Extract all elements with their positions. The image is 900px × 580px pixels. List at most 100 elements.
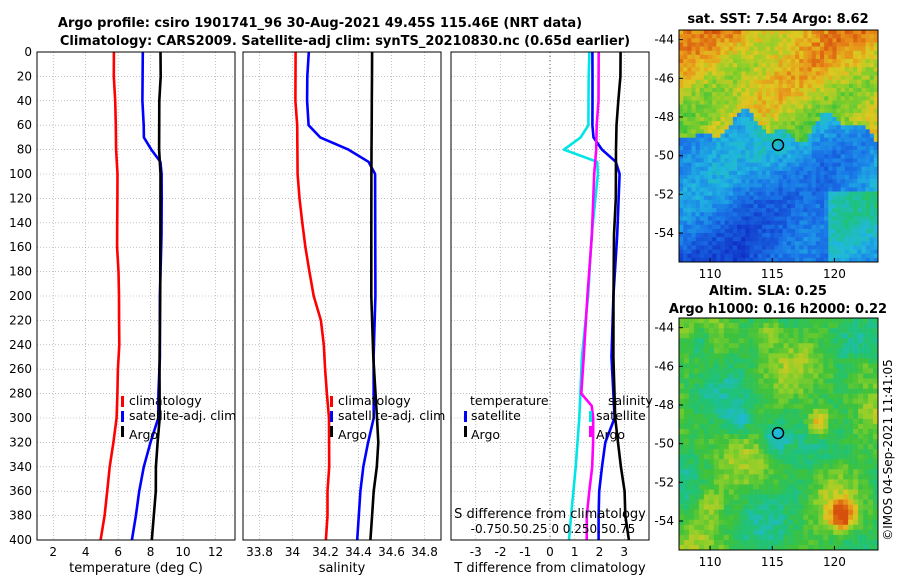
x-tick-label: 0 [546,545,554,559]
heatmap-cell [807,208,812,213]
heatmap-cell [728,195,734,201]
heatmap-cell [728,509,735,515]
heatmap-cell [766,54,771,60]
heatmap-cell [703,54,709,60]
heatmap-cell [693,398,700,405]
heatmap-cell [763,449,769,455]
heatmap-cell [749,224,754,230]
heatmap-cell [793,353,799,359]
heatmap-cell [741,117,746,122]
heatmap-cell [795,88,800,93]
heatmap-cell [679,368,685,374]
heatmap-cell [857,96,862,101]
heatmap-cell [843,489,849,495]
heatmap-cell [873,224,879,230]
heatmap-cell [799,50,804,56]
heatmap-cell [732,112,738,118]
heatmap-cell [793,373,799,379]
temperature-xlabel: temperature (deg C) [69,561,203,576]
heatmap-cell [833,318,839,324]
heatmap-cell [803,428,809,435]
heatmap-cell [819,83,825,89]
heatmap-cell [770,249,775,255]
heatmap-cell [698,449,705,455]
heatmap-cell [687,245,692,250]
heatmap-cell [716,46,721,52]
heatmap-cell [783,439,789,445]
heatmap-cell [753,50,759,56]
heatmap-cell [858,514,864,521]
heatmap-cell [766,162,771,168]
heatmap-cell [770,199,775,205]
heatmap-cell [768,418,774,425]
heatmap-cell [863,509,869,515]
heatmap-cell [761,150,767,155]
heatmap-cell [799,30,804,35]
heatmap-cell [844,237,850,242]
heatmap-cell [861,162,866,168]
heatmap-cell [815,187,821,192]
heatmap-cell [753,257,759,263]
heatmap-cell [773,408,779,415]
heatmap-cell [813,529,819,536]
heatmap-cell [757,92,763,97]
y-tick-label: -50 [654,149,674,163]
heatmap-cell [753,121,759,126]
heatmap-cell [873,333,879,339]
heatmap-cell [774,233,779,238]
heatmap-cell [753,534,759,541]
heatmap-cell [737,129,742,134]
heatmap-cell [786,79,792,85]
heatmap-cell [753,71,759,76]
heatmap-cell [838,333,844,339]
heatmap-cell [865,125,871,130]
heatmap-cell [703,50,709,56]
heatmap-cell [813,358,819,364]
heatmap-cell [803,158,808,163]
heatmap-cell [840,133,846,139]
heatmap-cell [836,154,841,159]
heatmap-cell [793,428,799,435]
heatmap-cell [807,100,812,105]
heatmap-cell [679,241,684,246]
heatmap-cell [683,373,690,379]
heatmap-cell [753,519,759,526]
heatmap-cell [803,63,808,68]
heatmap-cell [843,449,849,455]
heatmap-cell [869,212,875,217]
heatmap-cell [745,170,750,176]
heatmap-cell [749,75,754,81]
heatmap-cell [869,141,875,147]
heatmap-cell [728,343,735,349]
heatmap-cell [815,228,821,234]
heatmap-cell [857,100,862,105]
heatmap-cell [695,257,701,263]
argo-location-marker [771,426,785,440]
heatmap-cell [840,233,846,238]
heatmap-cell [819,191,825,197]
heatmap-cell [803,75,808,81]
heatmap-cell [743,504,749,510]
heatmap-cell [782,96,788,101]
heatmap-cell [703,179,709,184]
heatmap-cell [844,117,850,122]
heatmap-cell [848,413,854,420]
heatmap-cell [836,249,841,255]
heatmap-cell [803,112,808,118]
heatmap-cell [720,79,725,85]
heatmap-cell [748,348,754,354]
heatmap-cell [818,423,824,430]
heatmap-cell [778,220,783,226]
heatmap-cell [720,34,725,39]
heatmap-cell [761,34,767,39]
heatmap-cell [738,534,744,541]
heatmap-cell [778,479,784,485]
heatmap-cell [703,368,710,374]
heatmap-cell [708,34,713,39]
heatmap-cell [708,353,715,359]
heatmap-cell [698,333,705,339]
heatmap-cell [774,34,779,39]
heatmap-cell [803,179,808,184]
heatmap-cell [738,408,744,415]
heatmap-cell [848,112,854,118]
